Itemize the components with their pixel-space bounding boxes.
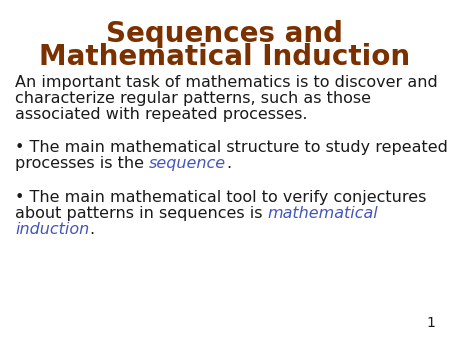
Text: • The main mathematical structure to study repeated: • The main mathematical structure to stu… <box>15 140 448 155</box>
Text: mathematical: mathematical <box>268 206 378 221</box>
Text: An important task of mathematics is to discover and: An important task of mathematics is to d… <box>15 75 438 90</box>
Text: about patterns in sequences is: about patterns in sequences is <box>15 206 268 221</box>
Text: sequence: sequence <box>149 156 226 171</box>
Text: Sequences and: Sequences and <box>107 20 343 48</box>
Text: induction: induction <box>15 222 89 237</box>
Text: • The main mathematical tool to verify conjectures: • The main mathematical tool to verify c… <box>15 190 427 205</box>
Text: characterize regular patterns, such as those: characterize regular patterns, such as t… <box>15 91 371 106</box>
Text: processes is the: processes is the <box>15 156 149 171</box>
Text: 1: 1 <box>426 316 435 330</box>
Text: sequence: sequence <box>149 156 226 171</box>
Text: Mathematical Induction: Mathematical Induction <box>40 43 410 71</box>
Text: associated with repeated processes.: associated with repeated processes. <box>15 107 307 122</box>
Text: processes is the: processes is the <box>15 156 149 171</box>
Text: .: . <box>89 222 94 237</box>
Text: about patterns in sequences is: about patterns in sequences is <box>15 206 268 221</box>
Text: .: . <box>226 156 231 171</box>
Text: induction: induction <box>15 222 89 237</box>
